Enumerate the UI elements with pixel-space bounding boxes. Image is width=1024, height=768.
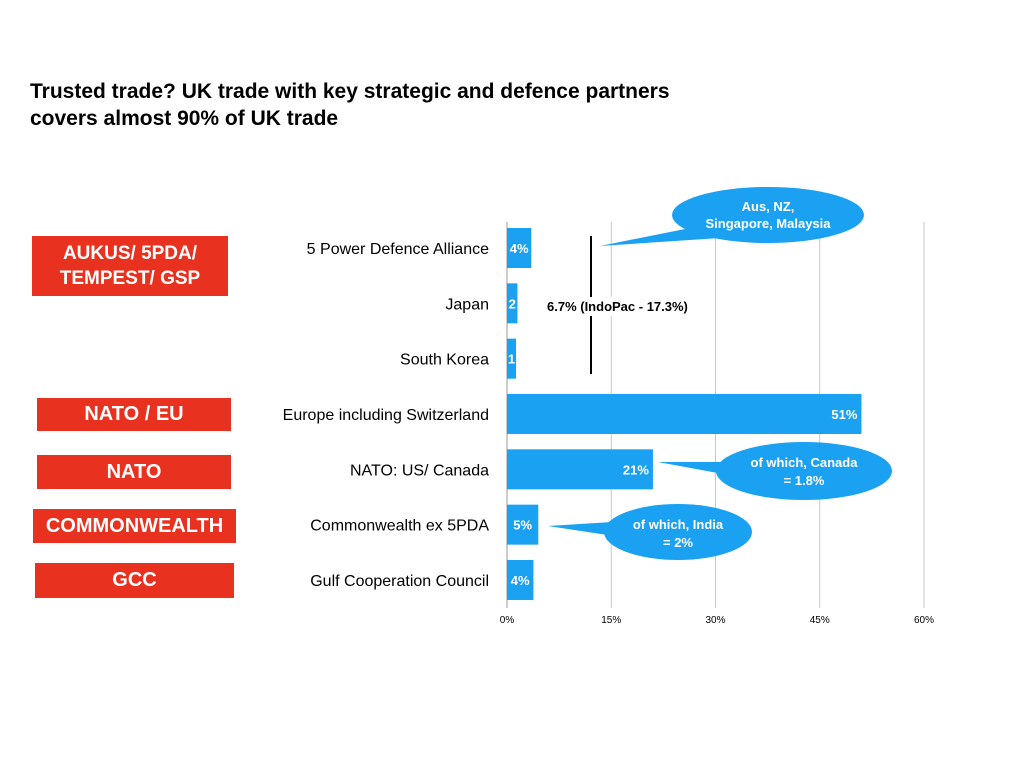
bubble-canada-line-2: = 1.8% <box>784 473 825 488</box>
category-label: NATO: US/ Canada <box>350 462 489 479</box>
tag-nato: NATO <box>37 455 231 489</box>
bubble-5pda: Aus, NZ, Singapore, Malaysia <box>600 187 864 246</box>
x-tick-label: 15% <box>601 615 621 626</box>
bubble-india-line-2: = 2% <box>663 535 693 550</box>
x-tick-label: 60% <box>914 615 934 626</box>
bubble-5pda-line-2: Singapore, Malaysia <box>706 216 832 231</box>
value-label: 51% <box>831 407 857 422</box>
tag-gcc: GCC <box>35 563 234 598</box>
bubble-canada-line-1: of which, Canada <box>751 455 859 470</box>
bar-6 <box>507 559 534 600</box>
value-label: 4% <box>511 573 530 588</box>
bubble-5pda-line-1: Aus, NZ, <box>742 199 795 214</box>
value-label: 5% <box>513 518 532 533</box>
tag-aukus-line-1: AUKUS/ 5PDA/ <box>62 243 198 264</box>
x-tick-label: 45% <box>810 615 830 626</box>
bar-3 <box>507 393 862 434</box>
category-label: Gulf Cooperation Council <box>310 573 489 590</box>
bar-4 <box>507 449 653 490</box>
category-label: Commonwealth ex 5PDA <box>310 518 489 535</box>
x-tick-label: 0% <box>500 615 515 626</box>
tag-aukus: AUKUS/ 5PDA/ TEMPEST/ GSP <box>32 236 228 296</box>
indopac-note: 6.7% (IndoPac - 17.3%) <box>543 297 692 316</box>
x-tick-label: 30% <box>705 615 725 626</box>
bar-1 <box>507 283 518 324</box>
bar-2 <box>507 338 517 379</box>
category-label: Europe including Switzerland <box>283 407 489 424</box>
chart-title-line-2: covers almost 90% of UK trade <box>30 107 339 130</box>
category-label: 5 Power Defence Alliance <box>307 241 489 258</box>
category-label: South Korea <box>400 352 489 369</box>
value-label: 1 <box>508 352 515 367</box>
tag-nato-eu: NATO / EU <box>37 398 231 431</box>
bubble-india: of which, India = 2% <box>548 504 752 560</box>
bar-5 <box>507 504 539 545</box>
value-label: 2 <box>509 296 516 311</box>
bubble-canada: of which, Canada = 1.8% <box>658 442 892 500</box>
tag-commonwealth: COMMONWEALTH <box>33 509 236 543</box>
value-label: 4% <box>510 241 529 256</box>
category-label: Japan <box>445 296 489 313</box>
bar-0 <box>507 228 532 268</box>
tag-aukus-line-2: TEMPEST/ GSP <box>59 268 201 289</box>
value-label: 21% <box>623 462 649 477</box>
bubble-india-line-1: of which, India <box>633 517 724 532</box>
chart-title: Trusted trade? UK trade with key strateg… <box>30 78 850 132</box>
chart-title-line-1: Trusted trade? UK trade with key strateg… <box>30 80 670 103</box>
